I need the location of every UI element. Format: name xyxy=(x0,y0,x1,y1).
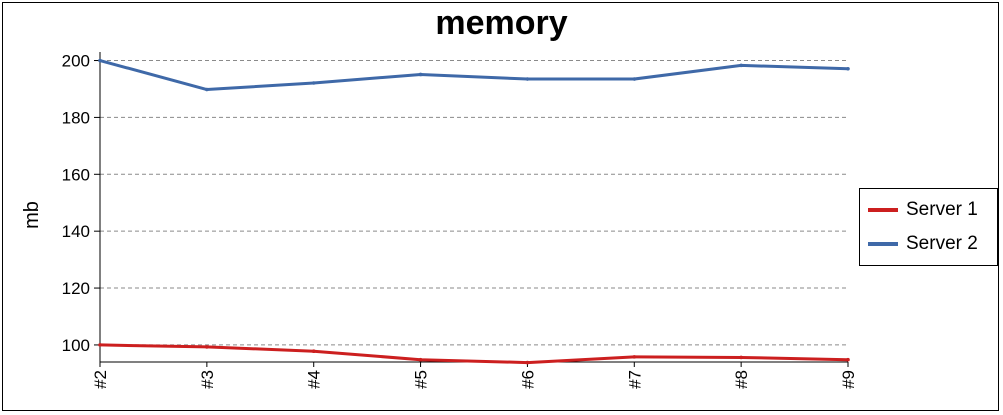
series-2-point-5 xyxy=(632,77,637,81)
legend-label-server-1: Server 1 xyxy=(906,199,978,220)
y-tick-label-100: 100 xyxy=(62,336,90,355)
series-1-point-3 xyxy=(418,357,423,362)
y-tick-label-140: 140 xyxy=(62,222,90,241)
chart-title: memory xyxy=(435,4,568,42)
y-tick-label-200: 200 xyxy=(62,52,90,71)
series-1-point-7 xyxy=(846,357,850,362)
series-line-2 xyxy=(99,59,849,92)
x-tick-label-3: #5 xyxy=(412,370,431,389)
legend-label-server-2: Server 2 xyxy=(906,233,978,254)
series-2-point-0 xyxy=(98,58,102,63)
x-tick-label-5: #7 xyxy=(625,370,644,389)
y-axis-label: mb xyxy=(21,201,43,229)
legend-swatch-server-1 xyxy=(868,208,898,212)
series-1-point-0 xyxy=(98,343,102,347)
x-tick-label-2: #4 xyxy=(305,370,324,389)
legend: Server 1 Server 2 xyxy=(859,188,998,266)
series-1-point-6 xyxy=(739,355,743,360)
x-tick-label-7: #9 xyxy=(839,370,858,389)
series-1-point-5 xyxy=(632,355,637,359)
y-tick-label-160: 160 xyxy=(62,165,90,184)
series-2-point-6 xyxy=(739,63,743,68)
series-2-point-4 xyxy=(525,77,530,81)
x-tick-label-6: #8 xyxy=(732,370,751,389)
axis-layer: 100 120 140 160 180 200 #2 #3 #4 #5 #6 #7 #8 #9 xyxy=(62,52,858,389)
legend-item-server-2: Server 2 xyxy=(868,230,978,258)
series-layer xyxy=(98,58,850,365)
series-1-point-4 xyxy=(525,360,530,365)
x-tick-label-1: #3 xyxy=(198,370,217,389)
grid-layer xyxy=(100,60,848,346)
series-line-1 xyxy=(99,343,849,365)
series-2-point-2 xyxy=(311,81,316,85)
y-tick-label-180: 180 xyxy=(62,108,90,127)
series-2-point-1 xyxy=(205,87,209,92)
series-2-point-7 xyxy=(846,66,850,71)
series-1-point-2 xyxy=(311,349,316,353)
series-2-point-3 xyxy=(418,72,423,77)
legend-item-server-1: Server 1 xyxy=(868,196,978,224)
legend-swatch-server-2 xyxy=(868,242,898,246)
series-1-point-1 xyxy=(205,345,209,349)
x-tick-label-0: #2 xyxy=(91,370,110,389)
y-tick-label-120: 120 xyxy=(62,279,90,298)
x-tick-label-4: #6 xyxy=(518,370,537,389)
chart-frame xyxy=(2,2,999,411)
